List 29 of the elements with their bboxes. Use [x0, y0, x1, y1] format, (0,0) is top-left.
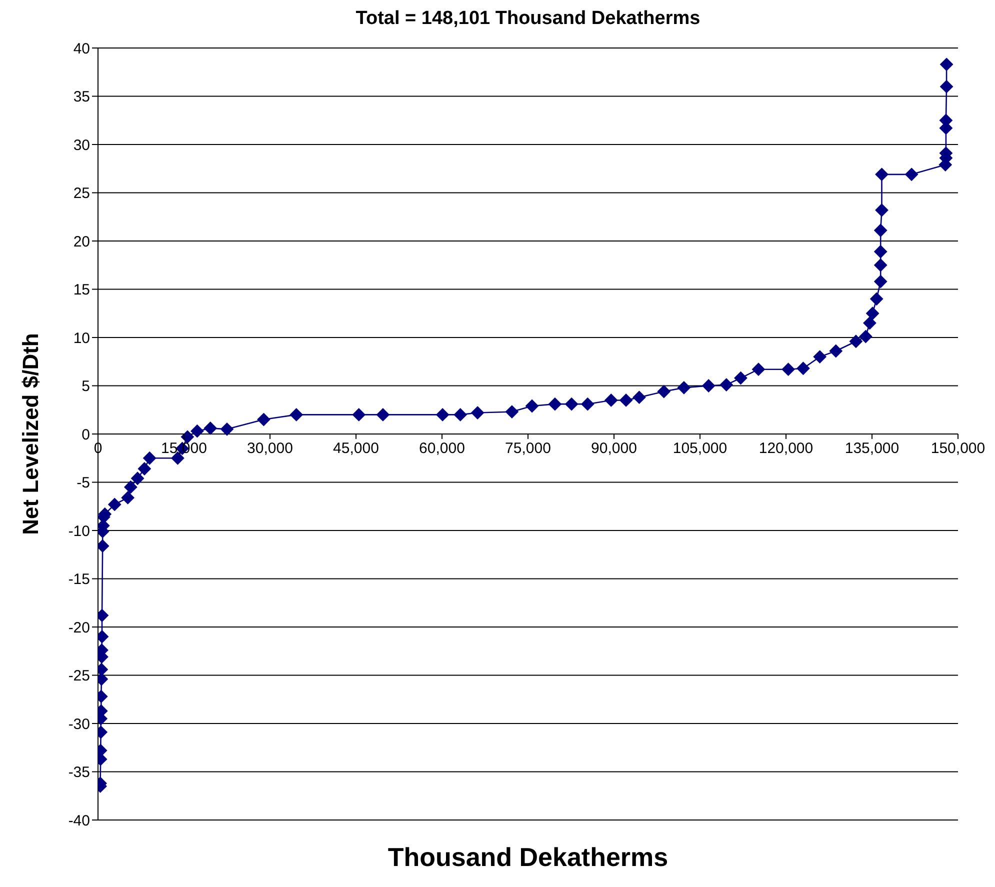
y-tick-label: 15 [73, 282, 90, 299]
y-tick-label: -15 [68, 571, 90, 588]
x-tick-label: 60,000 [419, 440, 465, 457]
x-tick-label: 120,000 [758, 440, 814, 457]
x-axis-title: Thousand Dekatherms [388, 842, 668, 872]
x-tick-label: 30,000 [247, 440, 293, 457]
x-tick-label: 75,000 [505, 440, 551, 457]
y-tick-label: -20 [68, 619, 90, 636]
y-axis-title: Net Levelized $/Dth [18, 333, 43, 535]
x-tick-label: 45,000 [333, 440, 379, 457]
y-tick-label: -30 [68, 716, 90, 733]
y-tick-label: 35 [73, 88, 90, 106]
x-tick-label: 135,000 [844, 440, 900, 457]
y-tick-label: -25 [68, 668, 90, 685]
y-tick-label: 10 [73, 330, 90, 347]
x-tick-label: 90,000 [591, 440, 637, 457]
y-tick-label: -10 [68, 522, 90, 540]
y-tick-label: 0 [82, 426, 90, 444]
x-tick-label: 150,000 [930, 440, 986, 457]
y-tick-label: 25 [73, 185, 90, 202]
y-tick-label: 5 [82, 378, 90, 396]
y-tick-label: 20 [73, 233, 90, 250]
y-tick-label: -35 [68, 764, 90, 782]
y-tick-label: -40 [68, 812, 90, 830]
chart-title: Total = 148,101 Thousand Dekatherms [354, 8, 702, 31]
x-tick-label: 105,000 [672, 440, 728, 457]
y-tick-label: 40 [73, 40, 90, 58]
y-tick-label: 30 [73, 136, 90, 154]
y-tick-label: -5 [76, 474, 90, 492]
